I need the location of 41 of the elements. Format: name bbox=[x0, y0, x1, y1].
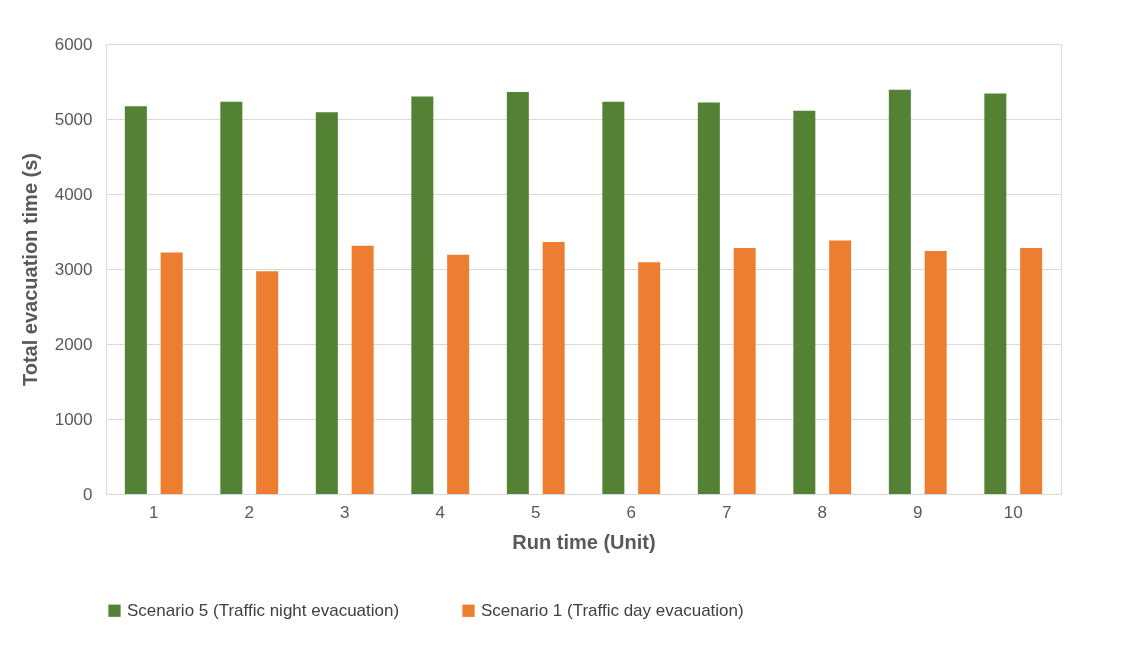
y-tick-label: 0 bbox=[83, 484, 93, 504]
y-tick-label: 1000 bbox=[54, 409, 93, 429]
x-tick-label: 8 bbox=[817, 502, 827, 522]
x-tick-label: 7 bbox=[722, 502, 732, 522]
bar bbox=[315, 112, 338, 494]
bar bbox=[220, 101, 243, 494]
y-tick-label: 5000 bbox=[54, 109, 93, 129]
x-tick-label: 2 bbox=[244, 502, 254, 522]
x-tick-label: 5 bbox=[531, 502, 541, 522]
x-tick-label: 6 bbox=[626, 502, 636, 522]
y-tick-label: 3000 bbox=[54, 259, 93, 279]
bar bbox=[160, 252, 183, 494]
bar bbox=[411, 96, 434, 494]
legend-label: Scenario 1 (Traffic day evacuation) bbox=[481, 600, 744, 620]
x-tick-label: 1 bbox=[149, 502, 159, 522]
bar bbox=[506, 92, 529, 494]
bar bbox=[638, 262, 661, 494]
y-tick-label: 2000 bbox=[54, 334, 93, 354]
bar bbox=[1020, 248, 1043, 494]
bar bbox=[793, 110, 816, 494]
x-axis-title: Run time (Unit) bbox=[512, 530, 656, 553]
bar bbox=[888, 89, 911, 494]
x-tick-label: 4 bbox=[435, 502, 445, 522]
bar bbox=[447, 254, 470, 494]
bar bbox=[829, 240, 852, 494]
bar bbox=[602, 101, 625, 494]
bar bbox=[351, 245, 374, 494]
legend-label: Scenario 5 (Traffic night evacuation) bbox=[127, 600, 400, 620]
x-tick-label: 10 bbox=[1003, 502, 1023, 522]
y-tick-label: 6000 bbox=[54, 34, 93, 54]
bar bbox=[733, 248, 756, 494]
bar bbox=[697, 102, 720, 494]
x-tick-label: 3 bbox=[340, 502, 350, 522]
bar bbox=[124, 106, 147, 494]
bar bbox=[984, 93, 1007, 494]
bar bbox=[256, 271, 279, 494]
bar bbox=[924, 251, 947, 494]
bar bbox=[542, 242, 565, 494]
y-tick-label: 4000 bbox=[54, 184, 93, 204]
y-axis-title: Total evacuation time (s) bbox=[18, 152, 41, 387]
x-tick-label: 9 bbox=[913, 502, 923, 522]
